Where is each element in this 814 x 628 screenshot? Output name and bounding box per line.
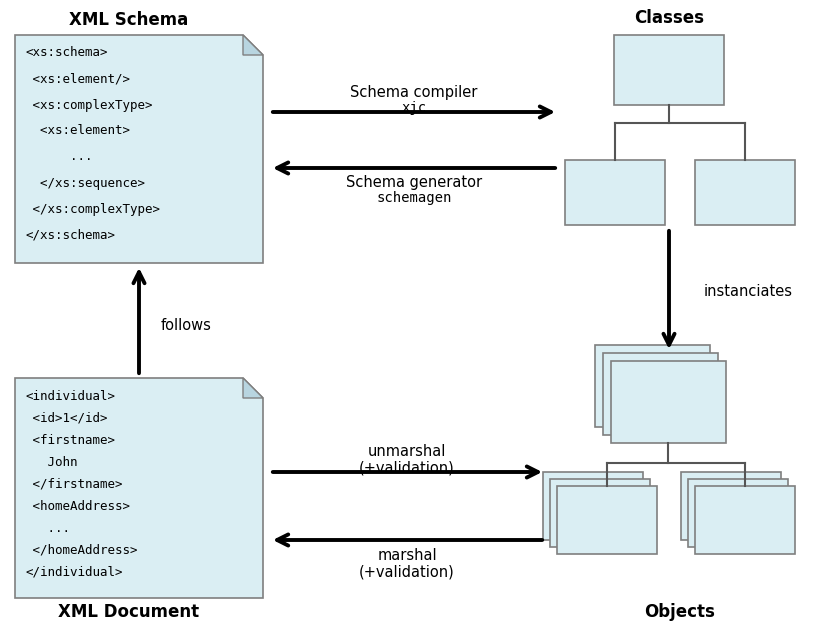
Text: <xs:element/>: <xs:element/> [25,72,130,85]
Text: Classes: Classes [634,9,704,27]
Text: schemagen: schemagen [376,191,452,205]
Text: marshal: marshal [377,548,437,563]
Text: <firstname>: <firstname> [25,433,115,447]
Text: xjc: xjc [401,101,427,115]
Text: Schema generator: Schema generator [346,175,482,190]
Text: </xs:sequence>: </xs:sequence> [25,176,145,190]
Text: ...: ... [25,521,70,534]
Text: <individual>: <individual> [25,389,115,403]
Text: </xs:complexType>: </xs:complexType> [25,202,160,215]
Polygon shape [243,378,263,398]
Text: follows: follows [160,318,212,332]
Text: Objects: Objects [645,603,716,621]
Polygon shape [243,35,263,55]
Text: <xs:element>: <xs:element> [25,124,130,138]
Text: John: John [25,455,77,468]
Bar [550,479,650,547]
Text: ...: ... [25,151,93,163]
Text: unmarshal: unmarshal [368,445,446,460]
Text: instanciates: instanciates [703,284,793,300]
Text: <xs:schema>: <xs:schema> [25,46,107,60]
Text: <xs:complexType>: <xs:complexType> [25,99,152,112]
Text: Schema compiler: Schema compiler [350,85,478,99]
Bar [695,160,795,225]
Bar [614,35,724,105]
Bar [543,472,643,540]
Bar [602,353,717,435]
Bar [695,486,795,554]
Bar [565,160,665,225]
Text: <id>1</id>: <id>1</id> [25,411,107,425]
Bar [681,472,781,540]
Bar [610,361,725,443]
Text: </firstname>: </firstname> [25,477,122,490]
Text: </individual>: </individual> [25,565,122,578]
Text: XML Schema: XML Schema [69,11,189,29]
Bar [557,486,657,554]
Text: (+validation): (+validation) [359,460,455,475]
Text: XML Document: XML Document [59,603,199,621]
Bar [688,479,788,547]
Text: </homeAddress>: </homeAddress> [25,543,138,556]
Polygon shape [15,378,263,598]
Polygon shape [15,35,263,263]
Text: <homeAddress>: <homeAddress> [25,499,130,512]
Text: </xs:schema>: </xs:schema> [25,229,115,242]
Bar [594,345,710,427]
Text: (+validation): (+validation) [359,565,455,580]
